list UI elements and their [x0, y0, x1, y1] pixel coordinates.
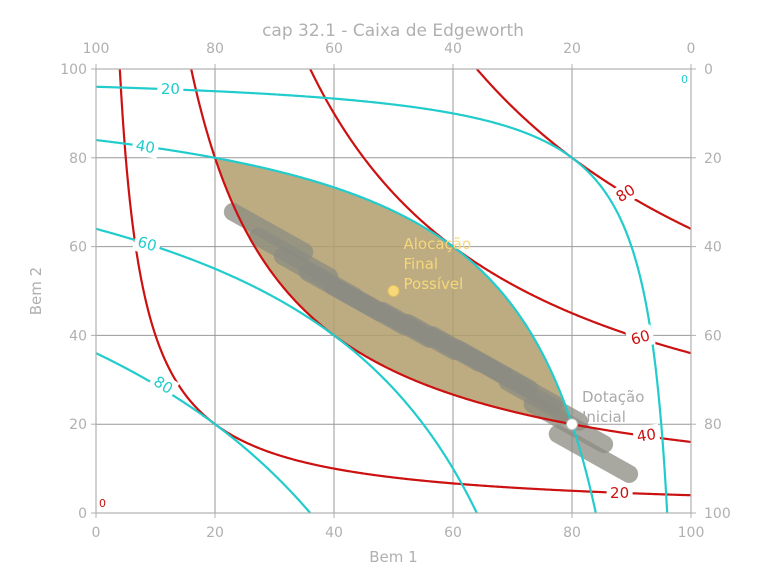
lens-hatch-stroke [548, 424, 639, 483]
ticks: 0010010020208080404060606060404080802020… [60, 41, 730, 541]
curve-consumer-b-40 [96, 138, 597, 513]
x-tick-label: 0 [92, 525, 101, 541]
contour-label-group: 40 [632, 423, 661, 448]
contour-label-bg [130, 134, 160, 159]
final-allocation-label: Final [404, 255, 439, 273]
x-tick-label: 40 [325, 525, 343, 541]
right-tick-label: 0 [704, 62, 713, 78]
top-tick-label: 100 [83, 41, 110, 57]
right-tick-label: 40 [704, 240, 722, 256]
right-tick-label: 20 [704, 151, 722, 167]
contour-label-group: 60 [625, 324, 656, 351]
origin-b-label: 0 [681, 73, 688, 86]
y-tick-label: 60 [69, 240, 87, 256]
top-tick-label: 40 [444, 41, 462, 57]
contour-label: 60 [136, 233, 159, 256]
y-tick-label: 80 [69, 151, 87, 167]
contour-label-group: 40 [130, 134, 160, 159]
lens-hatch [223, 202, 639, 483]
top-tick-label: 80 [206, 41, 224, 57]
contour-label: 60 [629, 326, 652, 349]
endowment-label: Inicial [582, 408, 626, 426]
curve-consumer-b-20 [96, 85, 669, 513]
contour-label-bg [606, 483, 633, 504]
contour-label-bg [609, 177, 642, 209]
contour-label-bg [625, 324, 656, 351]
y-tick-label: 0 [78, 506, 87, 522]
chart-title: cap 32.1 - Caixa de Edgeworth [262, 21, 524, 41]
plot-area [96, 69, 691, 513]
final-allocation-label: Possível [404, 275, 464, 293]
y-axis-title: Bem 2 [27, 267, 45, 315]
contour-label-bg [157, 78, 184, 99]
x-tick-label: 80 [563, 525, 581, 541]
endowment-point [566, 418, 578, 431]
x-tick-label: 100 [678, 525, 705, 541]
contour-label: 40 [134, 136, 156, 157]
top-tick-label: 0 [687, 41, 696, 57]
y-tick-label: 20 [69, 417, 87, 433]
right-tick-label: 100 [704, 506, 731, 522]
final-allocation-label: Alocação [404, 235, 472, 253]
x-tick-label: 60 [444, 525, 462, 541]
annotated-points: Alocação Final Possível Dotação Inicial [387, 235, 644, 431]
right-tick-label: 60 [704, 328, 722, 344]
endowment-label: Dotação [582, 388, 644, 406]
origin-a-label: 0 [99, 497, 106, 510]
x-tick-label: 20 [206, 525, 224, 541]
y-tick-label: 40 [69, 328, 87, 344]
contour-label: 20 [161, 80, 180, 98]
contour-label-bg [146, 369, 180, 401]
contour-label: 40 [636, 425, 657, 445]
contour-label: 20 [610, 484, 629, 502]
top-tick-label: 60 [325, 41, 343, 57]
y-tick-label: 100 [60, 62, 87, 78]
contour-label-group: 20 [606, 483, 633, 504]
contour-label-group: 60 [131, 230, 163, 258]
final-allocation-point [387, 285, 400, 297]
curve-consumer-b-80 [96, 352, 312, 513]
right-tick-label: 80 [704, 417, 722, 433]
contour-label-bg [632, 423, 661, 448]
top-tick-label: 20 [563, 41, 581, 57]
curve-consumer-a-80 [475, 69, 691, 230]
x-axis-title: Bem 1 [369, 548, 417, 566]
contour-label-bg [131, 230, 163, 258]
plot-frame [95, 68, 692, 514]
lens-hatch-stroke [223, 202, 314, 261]
contour-label-group: 20 [157, 78, 184, 99]
contour-label-group: 80 [609, 177, 642, 209]
curve-consumer-a-40 [190, 69, 691, 444]
